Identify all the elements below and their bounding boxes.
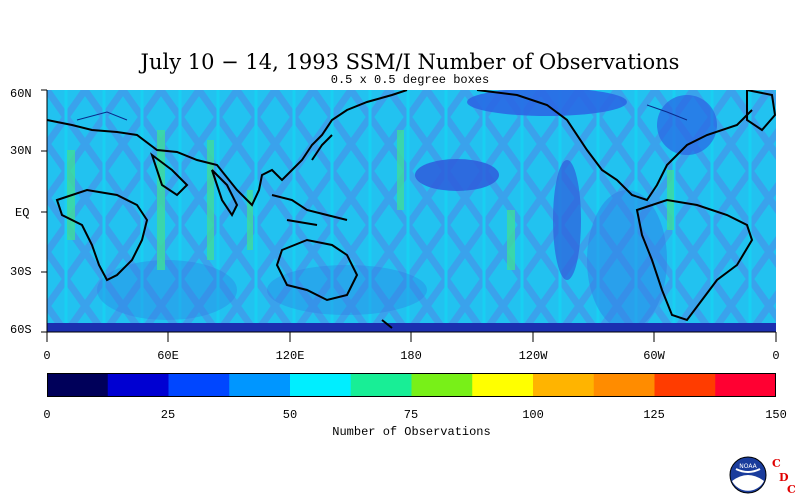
lat-label-30n: 30N [10, 144, 32, 158]
noaa-logo-text: NOAA [739, 463, 757, 470]
lon-label-0-end: 0 [772, 349, 780, 363]
map-axis-ticks [41, 89, 777, 342]
colorbar-label-50: 50 [282, 408, 298, 422]
colorbar-segment [107, 373, 169, 397]
colorbar-label-25: 25 [160, 408, 176, 422]
observation-map [47, 90, 776, 332]
colorbar-segment [168, 373, 230, 397]
lon-label-120w: 120W [518, 349, 548, 363]
colorbar-label-100: 100 [522, 408, 544, 422]
colorbar-label-0: 0 [43, 408, 51, 422]
lat-label-30s: 30S [10, 265, 32, 279]
colorbar-segment [593, 373, 655, 397]
map-subtitle: 0.5 x 0.5 degree boxes [330, 73, 490, 87]
lat-label-eq: EQ [15, 206, 30, 220]
colorbar-label-75: 75 [403, 408, 419, 422]
map-title: July 10 − 14, 1993 SSM/I Number of Obser… [140, 50, 680, 74]
colorbar-segment [715, 373, 776, 397]
colorbar [47, 373, 776, 397]
colorbar-title: Number of Observations [332, 425, 491, 439]
lon-label-60w: 60W [643, 349, 665, 363]
logo-letter-d: D [779, 471, 789, 484]
lon-label-180: 180 [400, 349, 422, 363]
colorbar-segment [411, 373, 473, 397]
lat-label-60n: 60N [10, 87, 32, 101]
colorbar-border [47, 373, 776, 397]
colorbar-segment [290, 373, 352, 397]
noaa-cdc-logo: NOAA C D C [729, 456, 796, 495]
colorbar-segment [47, 373, 109, 397]
lon-label-60e: 60E [157, 349, 179, 363]
logo-letter-c1: C [772, 457, 781, 470]
colorbar-label-125: 125 [643, 408, 665, 422]
colorbar-segment [229, 373, 291, 397]
colorbar-segment [350, 373, 412, 397]
logo-letter-c2: C [787, 483, 796, 495]
colorbar-segment [654, 373, 716, 397]
lat-label-60s: 60S [10, 323, 32, 337]
colorbar-label-150: 150 [765, 408, 787, 422]
lon-label-120e: 120E [275, 349, 305, 363]
colorbar-segment [533, 373, 595, 397]
colorbar-segment [472, 373, 534, 397]
lon-label-0: 0 [43, 349, 51, 363]
